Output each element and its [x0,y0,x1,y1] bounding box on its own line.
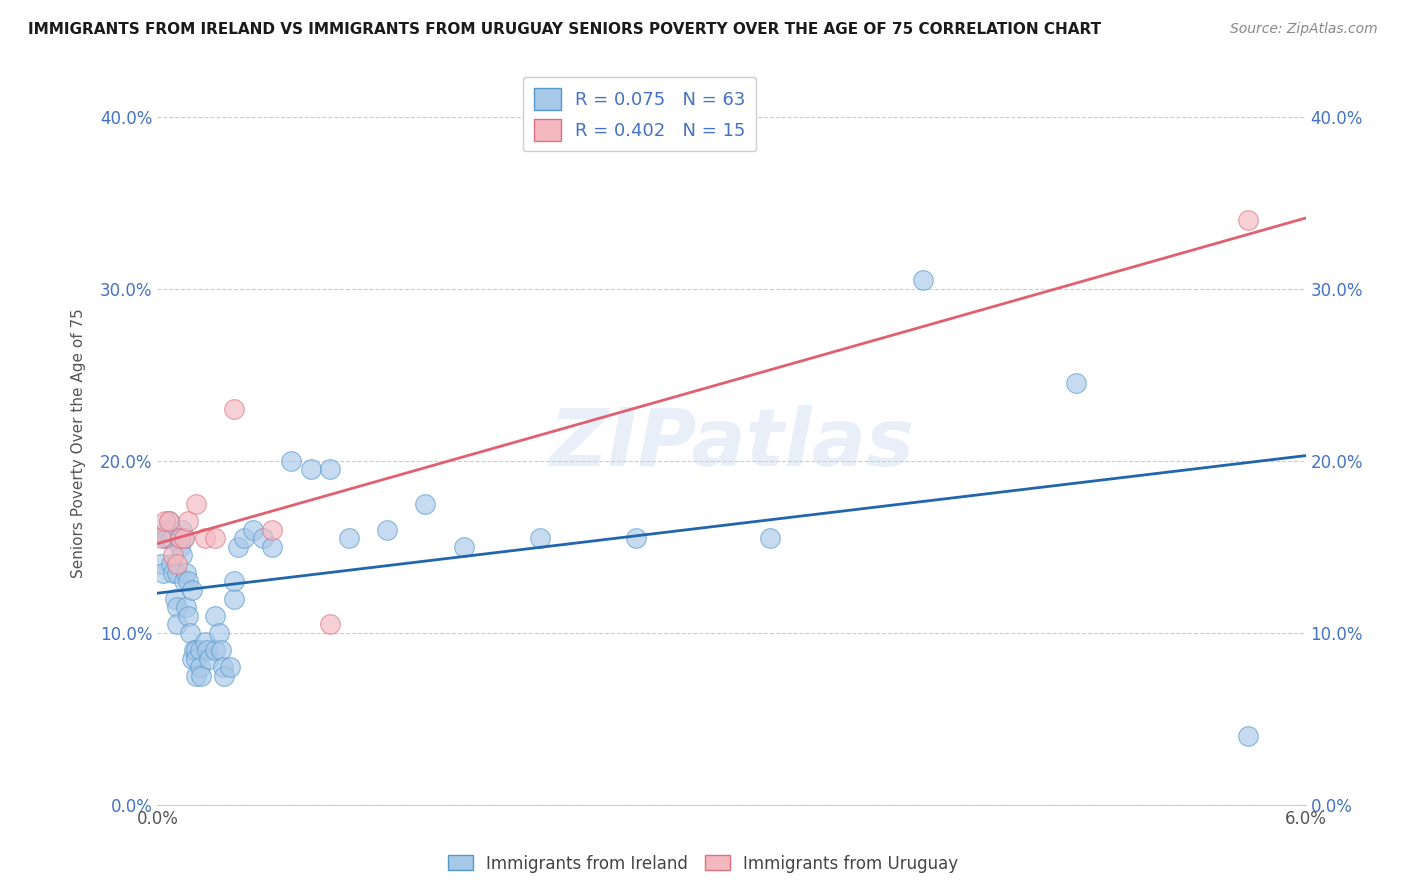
Point [181,582,204,597]
Point [184,643,207,657]
Point [214,669,236,683]
Point [209,643,232,657]
Point [204,643,226,657]
Point [162,566,184,580]
Point [280,454,302,468]
Point [1064,376,1087,391]
Point [195,643,218,657]
Point [211,660,233,674]
Point [198,652,221,666]
Text: IMMIGRANTS FROM IRELAND VS IMMIGRANTS FROM URUGUAY SENIORS POVERTY OVER THE AGE : IMMIGRANTS FROM IRELAND VS IMMIGRANTS FR… [28,22,1101,37]
Point [173,531,195,545]
Point [166,566,188,580]
Point [157,514,180,528]
Point [181,652,204,666]
Point [415,497,437,511]
Point [318,617,340,632]
Point [222,591,245,606]
Point [208,626,231,640]
Point [299,462,322,476]
Text: Source: ZipAtlas.com: Source: ZipAtlas.com [1230,22,1378,37]
Point [173,574,195,589]
Point [1237,729,1260,743]
Point [453,540,475,554]
Point [190,669,212,683]
Point [184,652,207,666]
Point [157,514,180,528]
Point [172,523,194,537]
Point [318,462,340,476]
Point [188,643,211,657]
Point [194,531,217,545]
Point [152,566,174,580]
Point [529,531,551,545]
Point [204,531,226,545]
Y-axis label: Seniors Poverty Over the Age of 75: Seniors Poverty Over the Age of 75 [72,309,86,579]
Point [166,557,188,571]
Point [184,669,207,683]
Point [222,402,245,417]
Point [172,549,194,563]
Point [262,523,284,537]
Point [219,660,242,674]
Point [169,531,191,545]
Point [179,626,201,640]
Point [174,566,197,580]
Point [177,514,200,528]
Point [226,540,249,554]
Point [222,574,245,589]
Point [1237,212,1260,227]
Point [758,531,780,545]
Point [162,549,184,563]
Point [160,557,183,571]
Point [188,660,211,674]
Point [177,574,200,589]
Point [150,531,173,545]
Point [169,540,191,554]
Text: ZIPatlas: ZIPatlas [548,405,914,483]
Point [163,591,186,606]
Point [153,514,176,528]
Point [242,523,264,537]
Point [166,617,188,632]
Point [169,531,191,545]
Point [156,523,179,537]
Point [156,531,179,545]
Legend: Immigrants from Ireland, Immigrants from Uruguay: Immigrants from Ireland, Immigrants from… [441,848,965,880]
Point [204,608,226,623]
Point [911,273,934,287]
Point [174,600,197,615]
Point [184,497,207,511]
Point [194,634,217,648]
Point [375,523,398,537]
Point [252,531,274,545]
Point [150,557,173,571]
Legend: R = 0.075   N = 63, R = 0.402   N = 15: R = 0.075 N = 63, R = 0.402 N = 15 [523,77,756,152]
Point [177,608,200,623]
Point [160,531,183,545]
Point [337,531,360,545]
Point [183,643,205,657]
Point [153,531,176,545]
Point [166,600,188,615]
Point [173,531,195,545]
Point [232,531,254,545]
Point [262,540,284,554]
Point [624,531,647,545]
